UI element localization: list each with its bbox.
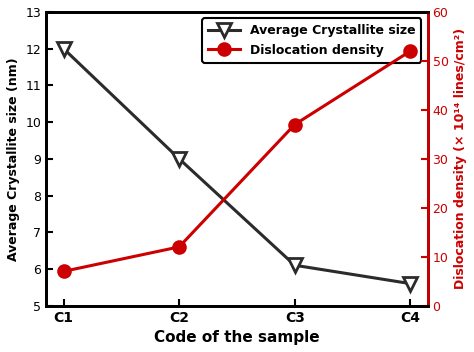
Dislocation density: [292, 122, 298, 127]
Y-axis label: Dislocation density (× 10¹⁴ lines/cm²): Dislocation density (× 10¹⁴ lines/cm²): [454, 28, 467, 289]
X-axis label: Code of the sample: Code of the sample: [154, 330, 320, 345]
Dislocation density: [408, 49, 413, 53]
Line: Dislocation density: Dislocation density: [57, 45, 417, 278]
Average Crystallite size: [61, 46, 66, 51]
Line: Average Crystallite size: Average Crystallite size: [56, 42, 417, 290]
Dislocation density: [61, 269, 66, 274]
Dislocation density: [176, 245, 182, 249]
Y-axis label: Average Crystallite size (nm): Average Crystallite size (nm): [7, 57, 20, 260]
Average Crystallite size: [292, 263, 298, 268]
Average Crystallite size: [408, 282, 413, 286]
Legend: Average Crystallite size, Dislocation density: Average Crystallite size, Dislocation de…: [202, 18, 421, 63]
Average Crystallite size: [176, 157, 182, 161]
